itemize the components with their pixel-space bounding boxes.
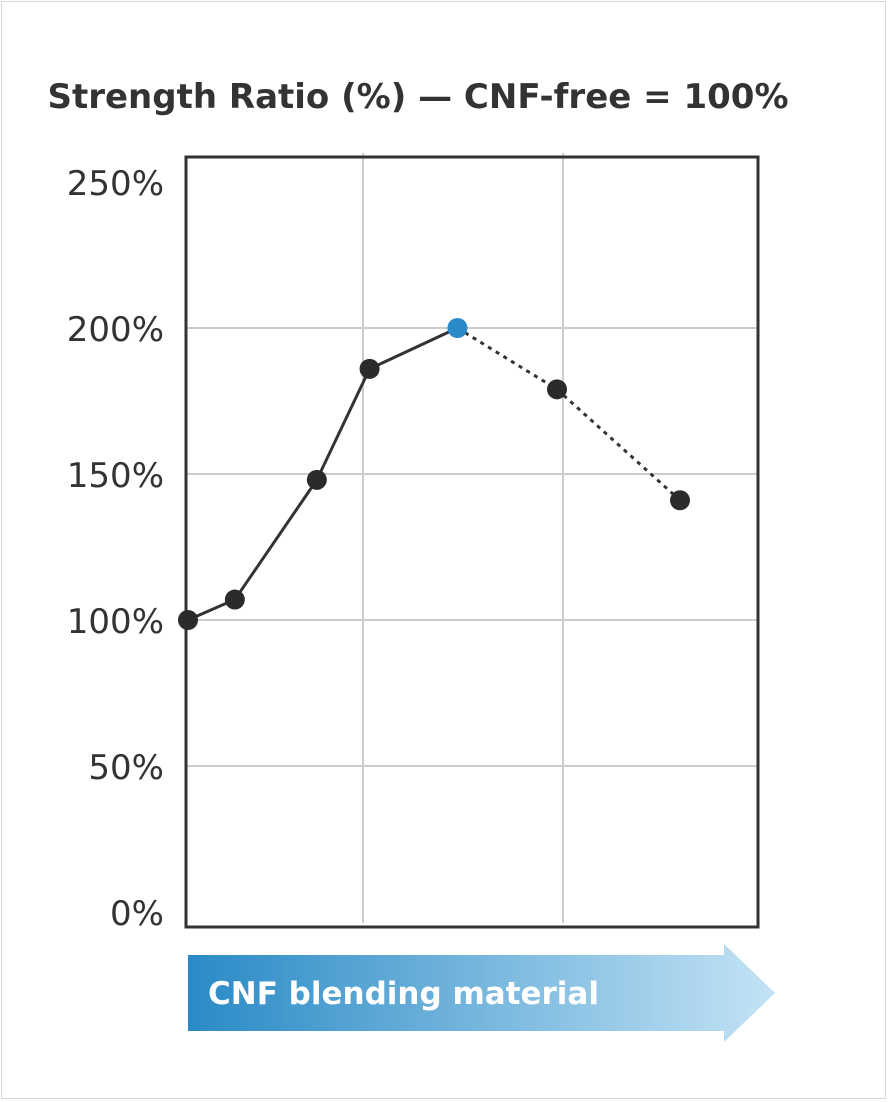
data-point	[359, 358, 380, 379]
y-tick-label: 0%	[110, 894, 164, 934]
y-tick-label: 100%	[67, 602, 164, 642]
data-points	[178, 318, 690, 630]
data-point	[547, 379, 567, 400]
data-point-peak	[447, 318, 468, 338]
data-point	[306, 469, 327, 490]
y-tick-label: 200%	[67, 310, 164, 350]
x-axis-label: CNF blending material	[208, 976, 599, 1012]
data-point	[224, 589, 245, 610]
grid	[186, 153, 758, 923]
plot-border	[184, 155, 760, 929]
arrow-shape	[188, 944, 775, 1042]
y-tick-label: 150%	[67, 456, 164, 496]
data-point	[670, 490, 690, 511]
series-line-dashed	[456, 326, 682, 502]
y-tick-label: 250%	[67, 164, 164, 204]
y-tick-label: 50%	[88, 748, 164, 788]
y-axis-ticks: 0% 50% 100% 150% 200% 250%	[67, 164, 164, 934]
data-point	[178, 610, 198, 630]
chart-title: Strength Ratio (%) — CNF-free = 100%	[47, 77, 788, 117]
x-axis-arrow: CNF blending material	[188, 944, 775, 1042]
